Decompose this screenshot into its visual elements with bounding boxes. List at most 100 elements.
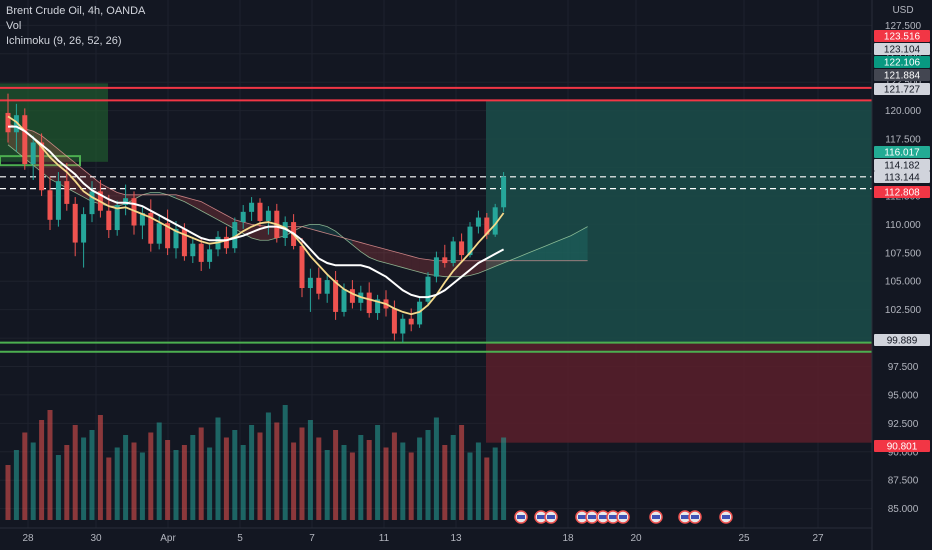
symbol-title[interactable]: Brent Crude Oil, 4h, OANDA	[6, 5, 146, 17]
time-axis[interactable]: 28 30 Apr 5 7 11 13 18 20 25 27	[22, 533, 824, 544]
cloud-segment-49	[419, 258, 428, 275]
volume-bar-23	[198, 427, 204, 520]
volume-bar-33	[282, 405, 288, 520]
cloud-segment-44	[377, 247, 386, 264]
event-flag-stripe-2	[547, 515, 555, 519]
candle-body-39	[333, 280, 339, 312]
volume-bar-26	[223, 437, 229, 520]
candle-body-43	[366, 292, 372, 314]
candle-body-47	[400, 318, 406, 334]
candle-body-18	[156, 223, 162, 244]
event-flag-stripe-5	[599, 515, 607, 519]
cloud-segment-46	[394, 251, 403, 268]
volume-bar-39	[333, 430, 339, 520]
cloud-segment-68	[579, 226, 588, 261]
volume-bar-28	[240, 445, 246, 520]
volume-bar-24	[207, 447, 213, 520]
candle-body-2	[22, 115, 28, 165]
price-tick-label-10: 102.500	[885, 305, 922, 316]
price-tick-label-16: 87.500	[888, 476, 919, 487]
price-tag-6	[874, 159, 930, 171]
candle-body-52	[442, 257, 448, 264]
position-zones	[0, 83, 872, 443]
price-tag-3	[874, 69, 930, 81]
volume-bar-6	[55, 455, 61, 520]
date-tick-label-2: Apr	[160, 533, 176, 544]
event-flag-stripe-7	[619, 515, 627, 519]
price-tick-label-14: 92.500	[888, 419, 919, 430]
volume-bar-10	[89, 430, 95, 520]
ichimoku-indicator-label[interactable]: Ichimoku (9, 26, 52, 26)	[6, 35, 122, 47]
cloud-segment-56	[478, 260, 487, 274]
volume-bar-51	[433, 417, 439, 520]
candle-body-27	[232, 222, 238, 249]
date-tick-label-9: 25	[738, 533, 750, 544]
candle-body-54	[459, 241, 465, 256]
volume-bar-41	[349, 452, 355, 520]
price-tag-8	[874, 186, 930, 198]
candle-body-22	[190, 243, 196, 257]
event-flag-stripe-0	[517, 515, 525, 519]
price-tick-label-9: 105.000	[885, 277, 922, 288]
price-tag-label-0: 123.516	[884, 32, 921, 43]
senkou-a-line	[7, 144, 588, 278]
candle-body-56	[475, 217, 481, 227]
volume-bar-8	[72, 425, 78, 520]
volume-bar-44	[375, 425, 381, 520]
volume-bar-13	[114, 447, 120, 520]
price-tag-label-7: 113.144	[884, 173, 920, 184]
cloud-segment-42	[360, 242, 370, 258]
volume-bar-15	[131, 442, 137, 520]
candle-body-6	[55, 181, 61, 220]
volume-bar-57	[484, 457, 490, 520]
senkou-b-line	[7, 123, 588, 262]
volume-bar-46	[391, 432, 397, 520]
volume-bar-35	[299, 427, 305, 520]
chart-legend: Brent Crude Oil, 4h, OANDA Vol Ichimoku …	[6, 4, 145, 49]
event-flag-stripe-3	[578, 515, 586, 519]
price-tag-10	[874, 440, 930, 452]
volume-bar-49	[417, 437, 423, 520]
volume-bar-31	[265, 412, 271, 520]
price-tag-2	[874, 56, 930, 68]
volume-bar-5	[47, 410, 53, 520]
price-tick-label-0: 127.500	[885, 21, 922, 32]
cloud-segment-52	[444, 260, 454, 277]
price-tag-0	[874, 30, 930, 42]
price-tag-9	[874, 334, 930, 346]
volume-bar-48	[408, 452, 414, 520]
volume-bar-38	[324, 450, 330, 520]
date-tick-label-10: 27	[812, 533, 824, 544]
volume-bar-32	[274, 422, 280, 520]
candle-body-0	[5, 112, 11, 133]
cloud-segment-61	[520, 252, 529, 261]
ichimoku-lines	[7, 115, 505, 316]
price-tag-label-9: 99.889	[887, 336, 918, 347]
price-tag-label-8: 112.808	[884, 188, 920, 199]
price-tick-label-3: 120.000	[885, 106, 922, 117]
volume-indicator-label[interactable]: Vol	[6, 20, 22, 32]
price-tick-label-8: 107.500	[885, 248, 922, 259]
candle-body-7	[64, 181, 70, 204]
candle-body-12	[106, 210, 112, 231]
date-tick-label-0: 28	[22, 533, 34, 544]
candle-body-23	[198, 243, 204, 262]
event-flag-stripe-1	[537, 515, 545, 519]
candle-body-26	[223, 236, 229, 249]
cloud-segment-66	[562, 235, 571, 261]
candle-body-21	[181, 228, 187, 257]
cloud-segment-47	[402, 253, 412, 270]
economic-events[interactable]	[514, 510, 733, 524]
volume-bar-11	[97, 415, 103, 520]
candle-body-19	[165, 223, 171, 249]
volume-bar-19	[165, 440, 171, 520]
cloud-segment-57	[486, 260, 496, 270]
event-flag-stripe-4	[588, 515, 596, 519]
price-tag-1	[874, 43, 930, 55]
candle-body-31	[265, 210, 271, 221]
candle-body-16	[139, 212, 145, 226]
price-tick-label-15: 90.000	[888, 447, 919, 458]
volume-bar-30	[257, 432, 263, 520]
volume-bar-12	[106, 457, 112, 520]
